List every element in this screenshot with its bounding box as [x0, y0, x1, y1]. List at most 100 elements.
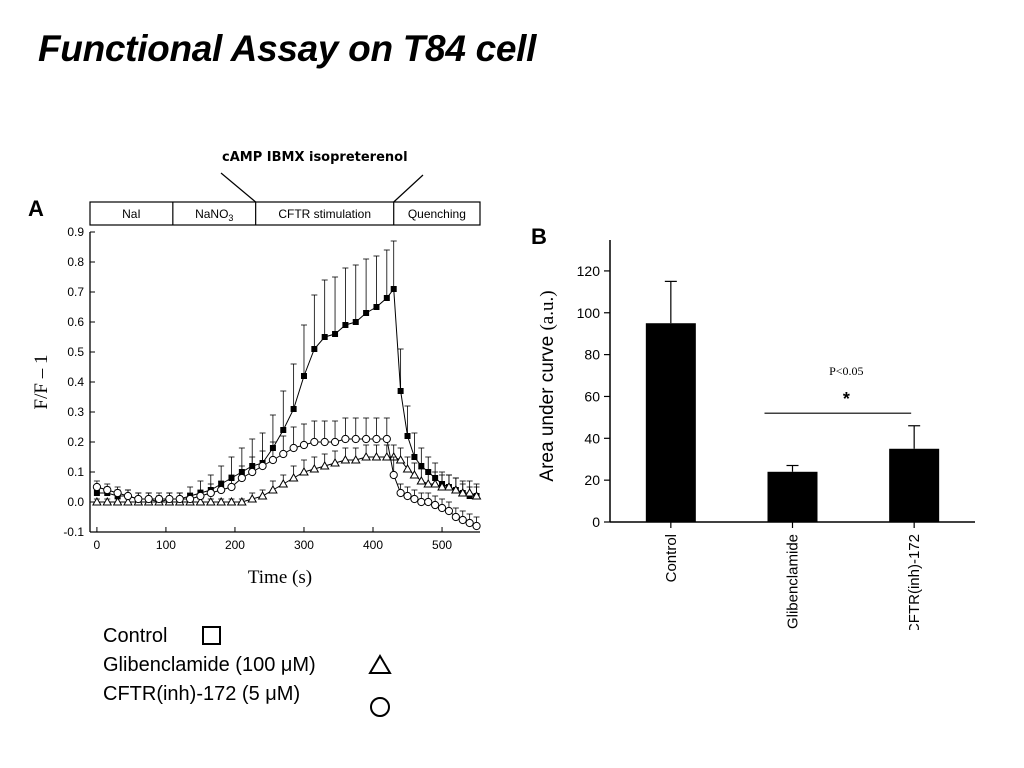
- data-point: [154, 494, 164, 504]
- data-point: [351, 434, 360, 444]
- data-point: [175, 494, 184, 504]
- data-point: [165, 494, 174, 504]
- data-point: [123, 496, 133, 506]
- data-point: [330, 437, 340, 447]
- y-tick-label: 0.9: [67, 225, 84, 239]
- data-point: [185, 494, 195, 504]
- series-control: [93, 240, 480, 505]
- x-tick-label: Glibenclamide: [785, 534, 802, 629]
- x-tick-label: 400: [363, 538, 383, 552]
- data-point: [437, 481, 447, 491]
- data-point: [319, 460, 330, 470]
- phase-label: Quenching: [408, 207, 466, 221]
- y-tick-label: 80: [584, 347, 600, 363]
- data-point: [321, 334, 328, 340]
- data-point: [383, 295, 390, 301]
- data-point: [411, 454, 418, 460]
- y-tick-label: 0.2: [67, 435, 84, 449]
- data-point: [92, 482, 102, 492]
- data-point: [123, 491, 133, 501]
- x-axis-title: Time (s): [248, 567, 312, 588]
- triangle-icon: [368, 654, 392, 674]
- legend-item-glibenclamide: Glibenclamide (100 μM): [103, 651, 392, 680]
- annotation-pointer-right: [393, 174, 424, 203]
- legend-label-cftr-inh: CFTR(inh)-172 (5 μM): [103, 683, 301, 705]
- legend-label-control: Control: [103, 625, 168, 647]
- data-point: [464, 487, 475, 497]
- bar-2: [889, 448, 940, 522]
- data-point: [381, 451, 392, 461]
- data-point: [465, 518, 474, 528]
- panel-b-bar-chart: B 0 20 40 60 80 100 120 Area under curve (a.u.) C…: [531, 224, 975, 630]
- data-point: [423, 478, 434, 488]
- data-point: [410, 494, 419, 504]
- data-point: [268, 455, 278, 465]
- data-point: [216, 496, 227, 506]
- data-point: [390, 286, 397, 292]
- phase-bar: [89, 201, 481, 226]
- slide-title: Functional Assay on T84 cell: [38, 28, 537, 69]
- data-point: [404, 433, 411, 439]
- data-point: [102, 496, 113, 506]
- data-point: [288, 472, 299, 482]
- y-tick-label: 0.8: [67, 255, 84, 269]
- data-point: [395, 454, 406, 464]
- y-tick-label: 20: [584, 472, 600, 488]
- data-point: [472, 521, 481, 531]
- data-point: [227, 482, 236, 492]
- y-axis-title: Area under curve (a.u.): [537, 290, 558, 481]
- legend: Control Glibenclamide (100 μM) CFTR(inh)…: [103, 622, 392, 717]
- data-point: [310, 437, 319, 447]
- data-point: [417, 497, 426, 507]
- data-point: [361, 451, 371, 461]
- bar-1: [767, 471, 818, 522]
- panel-label-b: B: [531, 224, 547, 249]
- data-point: [311, 346, 318, 352]
- data-point: [217, 485, 226, 495]
- data-point: [457, 487, 468, 497]
- annotation-pointer-left: [220, 172, 257, 203]
- data-point: [309, 463, 320, 473]
- y-tick-label: 0.4: [67, 375, 84, 389]
- data-point: [396, 488, 405, 498]
- data-point: [397, 388, 404, 394]
- data-point: [430, 478, 440, 488]
- data-point: [330, 457, 340, 467]
- y-tick-label: 0.5: [67, 345, 84, 359]
- data-point: [320, 437, 329, 447]
- data-point: [332, 331, 339, 337]
- data-point: [350, 454, 361, 464]
- square-icon: [202, 626, 221, 645]
- x-tick-label: CFTR(inh)-172: [906, 534, 923, 630]
- series-line-control: [96, 287, 477, 503]
- data-point: [450, 484, 461, 494]
- y-axis-unit: (a.u.): [537, 290, 558, 330]
- x-tick-label: 100: [156, 538, 176, 552]
- data-point: [92, 496, 102, 506]
- stimulus-annotation: cAMP IBMX isopreterenol: [222, 150, 408, 165]
- panel-a-time-course-chart: A NaI NaNO3 CFTR stimulation Quenching -0.1 0.…: [28, 172, 482, 588]
- data-point: [362, 434, 371, 444]
- data-point: [340, 454, 351, 464]
- y-tick-label: 0.1: [67, 465, 84, 479]
- data-point: [403, 491, 412, 501]
- y-tick-label: -0.1: [63, 525, 84, 539]
- data-point: [341, 434, 350, 444]
- data-point: [290, 406, 297, 412]
- series-cftr_inh: [92, 417, 481, 531]
- y-tick-label: 60: [584, 388, 600, 404]
- y-tick-label: 0.3: [67, 405, 84, 419]
- data-point: [300, 373, 307, 379]
- x-tick-label: 200: [225, 538, 245, 552]
- y-tick-label: 120: [577, 263, 601, 279]
- data-point: [257, 490, 268, 500]
- data-point: [372, 434, 381, 444]
- data-point: [113, 488, 122, 498]
- data-point: [389, 470, 398, 480]
- data-point: [451, 512, 460, 522]
- x-tick-label: Control: [663, 534, 680, 582]
- data-point: [226, 496, 237, 506]
- data-point: [280, 427, 287, 433]
- data-point: [289, 443, 298, 453]
- data-point: [363, 310, 370, 316]
